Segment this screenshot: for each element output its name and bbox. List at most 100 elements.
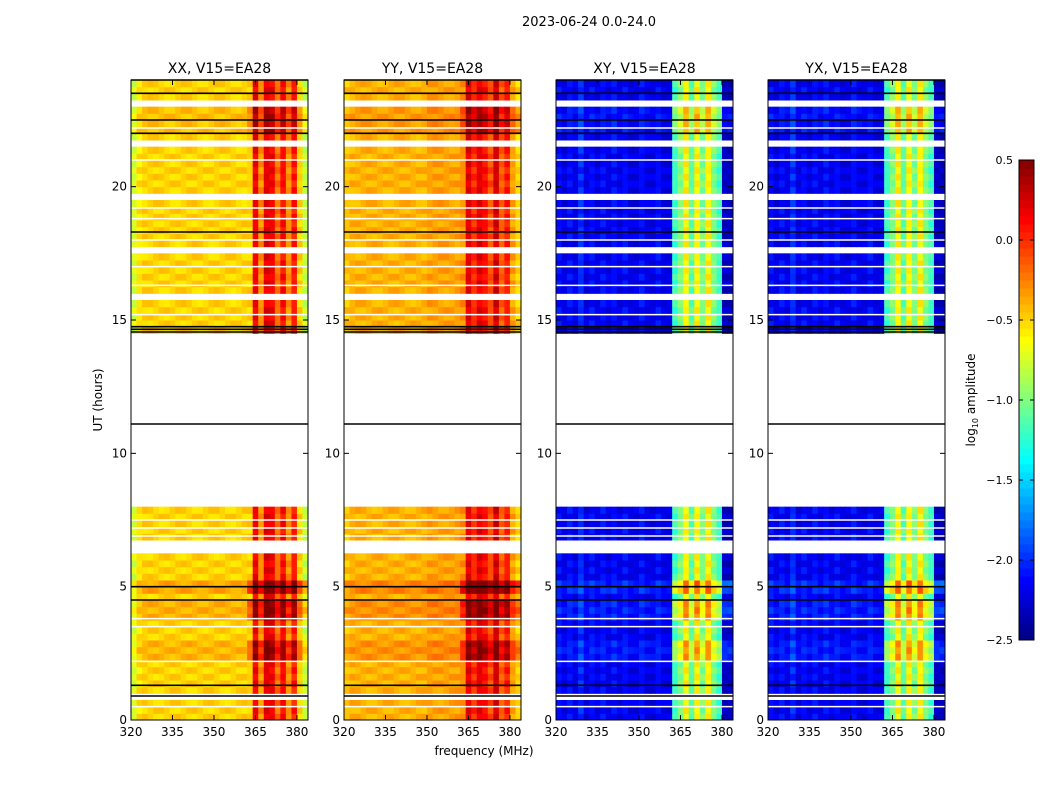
heatmap-cell <box>465 640 472 648</box>
heatmap-cell <box>572 573 579 581</box>
heatmap-cell <box>498 526 505 534</box>
heatmap-cell <box>208 93 215 101</box>
heatmap-cell <box>236 680 243 688</box>
heatmap-cell <box>213 180 220 188</box>
heatmap-cell <box>443 166 450 174</box>
heatmap-cell <box>421 206 428 214</box>
heatmap-cell <box>515 593 522 601</box>
heatmap-cell <box>169 640 176 648</box>
heatmap-cell <box>153 133 160 141</box>
heatmap-cell <box>727 553 734 561</box>
heatmap-cell <box>186 280 193 288</box>
heatmap-cell <box>344 593 351 601</box>
heatmap-cell <box>219 680 226 688</box>
heatmap-cell <box>515 166 522 174</box>
heatmap-cell <box>482 286 489 294</box>
heatmap-cell <box>191 513 198 521</box>
heatmap-cell <box>388 273 395 281</box>
heatmap-cell <box>355 133 362 141</box>
heatmap-cell <box>131 640 138 648</box>
heatmap-cell <box>600 553 607 561</box>
heatmap-cell <box>236 520 243 528</box>
heatmap-cell <box>344 580 351 588</box>
heatmap-cell <box>153 506 160 514</box>
heatmap-cell <box>415 266 422 274</box>
heatmap-cell <box>186 240 193 248</box>
heatmap-cell <box>252 673 259 681</box>
heatmap-cell <box>721 606 728 614</box>
heatmap-cell <box>589 600 596 608</box>
heatmap-cell <box>633 713 640 721</box>
heatmap-cell <box>302 160 309 168</box>
heatmap-cell <box>274 600 281 608</box>
heatmap-cell <box>382 306 389 314</box>
heatmap-cell <box>661 600 668 608</box>
heatmap-cell <box>269 633 276 641</box>
heatmap-cell <box>415 313 422 321</box>
heatmap-cell <box>136 706 143 714</box>
heatmap-cell <box>471 273 478 281</box>
heatmap-cell <box>443 566 450 574</box>
heatmap-cell <box>302 173 309 181</box>
heatmap-cell <box>280 306 287 314</box>
heatmap-cell <box>672 660 679 668</box>
heatmap-cell <box>302 660 309 668</box>
heatmap-cell <box>219 273 226 281</box>
heatmap-cell <box>677 513 684 521</box>
heatmap-cell <box>476 633 483 641</box>
heatmap-cell <box>644 553 651 561</box>
heatmap-cell <box>515 233 522 241</box>
heatmap-cell <box>482 180 489 188</box>
heatmap-cell <box>622 686 629 694</box>
heatmap-cell <box>493 120 500 128</box>
heatmap-cell <box>487 280 494 288</box>
heatmap-cell <box>694 600 701 608</box>
heatmap-cell <box>225 220 232 228</box>
heatmap-cell <box>197 526 204 534</box>
heatmap-cell <box>509 233 516 241</box>
heatmap-cell <box>225 533 232 541</box>
heatmap-cell <box>269 146 276 154</box>
heatmap-cell <box>202 673 209 681</box>
heatmap-cell <box>556 706 563 714</box>
heatmap-cell <box>482 320 489 328</box>
heatmap-cell <box>258 653 265 661</box>
heatmap-cell <box>627 573 634 581</box>
heatmap-cell <box>454 320 461 328</box>
heatmap-cell <box>688 646 695 654</box>
heatmap-cell <box>482 506 489 514</box>
heatmap-cell <box>241 606 248 614</box>
heatmap-cell <box>465 646 472 654</box>
heatmap-cell <box>426 560 433 568</box>
heatmap-cell <box>683 513 690 521</box>
heatmap-cell <box>454 653 461 661</box>
heatmap-cell <box>252 166 259 174</box>
heatmap-cell <box>594 660 601 668</box>
heatmap-cell <box>572 626 579 634</box>
heatmap-cell <box>438 280 445 288</box>
heatmap-cell <box>426 506 433 514</box>
heatmap-cell <box>219 566 226 574</box>
heatmap-cell <box>572 620 579 628</box>
heatmap-cell <box>164 173 171 181</box>
heatmap-cell <box>454 146 461 154</box>
heatmap-cell <box>164 613 171 621</box>
heatmap-cell <box>241 86 248 94</box>
heatmap-cell <box>388 613 395 621</box>
heatmap-cell <box>443 313 450 321</box>
heatmap-cell <box>432 186 439 194</box>
heatmap-cell <box>493 633 500 641</box>
heatmap-cell <box>344 233 351 241</box>
heatmap-cell <box>197 313 204 321</box>
heatmap-cell <box>460 520 467 528</box>
heatmap-cell <box>344 253 351 261</box>
heatmap-cell <box>131 220 138 228</box>
heatmap-cell <box>449 180 456 188</box>
heatmap-cell <box>589 673 596 681</box>
heatmap-cell <box>247 533 254 541</box>
heatmap-cell <box>208 180 215 188</box>
heatmap-cell <box>677 520 684 528</box>
heatmap-cell <box>349 200 356 208</box>
heatmap-cell <box>426 566 433 574</box>
heatmap-cell <box>611 553 618 561</box>
